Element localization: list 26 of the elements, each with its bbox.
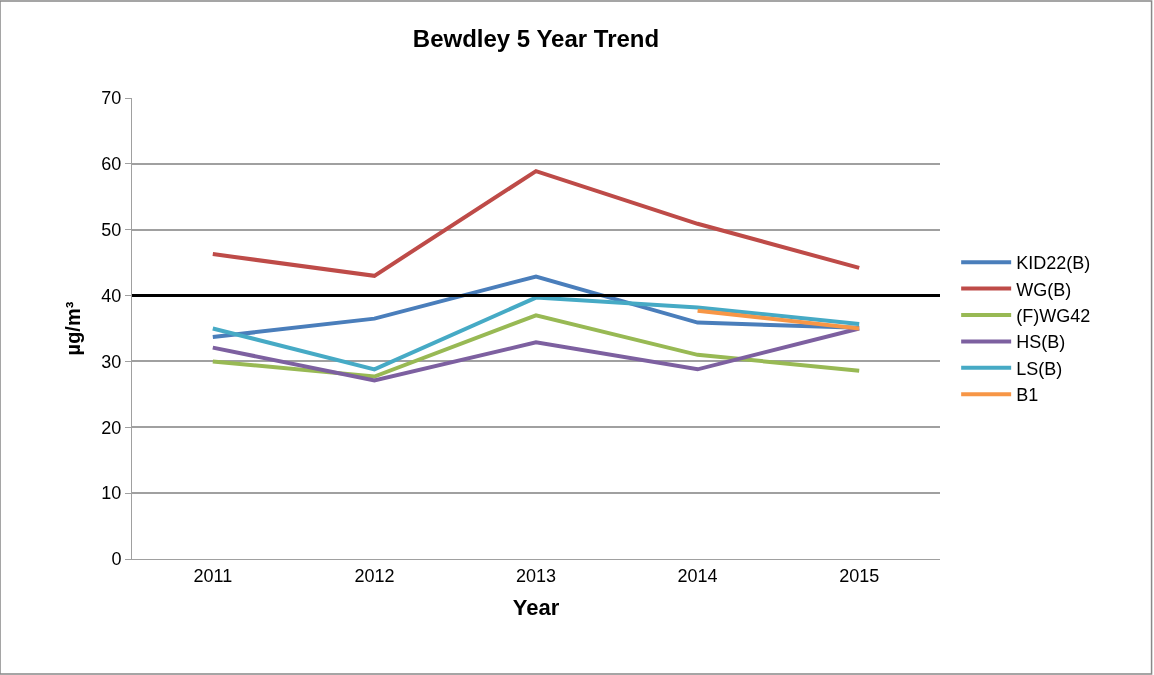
legend-label: WG(B) [1016, 279, 1072, 300]
x-tick-label: 2014 [677, 565, 718, 586]
legend-label: (F)WG42 [1016, 306, 1091, 327]
line-series [210, 169, 862, 278]
y-tick-label: 70 [101, 88, 122, 109]
x-axis-title: Year [512, 595, 560, 621]
y-tick-label: 10 [101, 483, 122, 504]
x-tick-label: 2013 [515, 565, 557, 586]
x-tick-label: 2015 [839, 565, 880, 586]
y-tick-label: 50 [101, 220, 122, 241]
legend-label: KID22(B) [1016, 253, 1091, 274]
y-tick-label: 0 [111, 549, 122, 570]
y-tick-label: 60 [101, 154, 122, 175]
legend-label: LS(B) [1016, 358, 1063, 379]
legend-label: B1 [1016, 385, 1039, 406]
y-tick-label: 20 [101, 417, 122, 438]
chart-title: Bewdley 5 Year Trend [412, 25, 660, 53]
line-series [210, 326, 862, 383]
y-tick-label: 30 [101, 351, 122, 372]
y-axis-title: µg/m³ [61, 301, 84, 356]
legend-label: HS(B) [1016, 332, 1066, 353]
line-series [210, 295, 862, 372]
y-tick-label: 40 [101, 285, 122, 306]
line-series [210, 313, 862, 379]
x-tick-label: 2011 [193, 565, 233, 586]
x-tick-label: 2012 [354, 565, 395, 586]
